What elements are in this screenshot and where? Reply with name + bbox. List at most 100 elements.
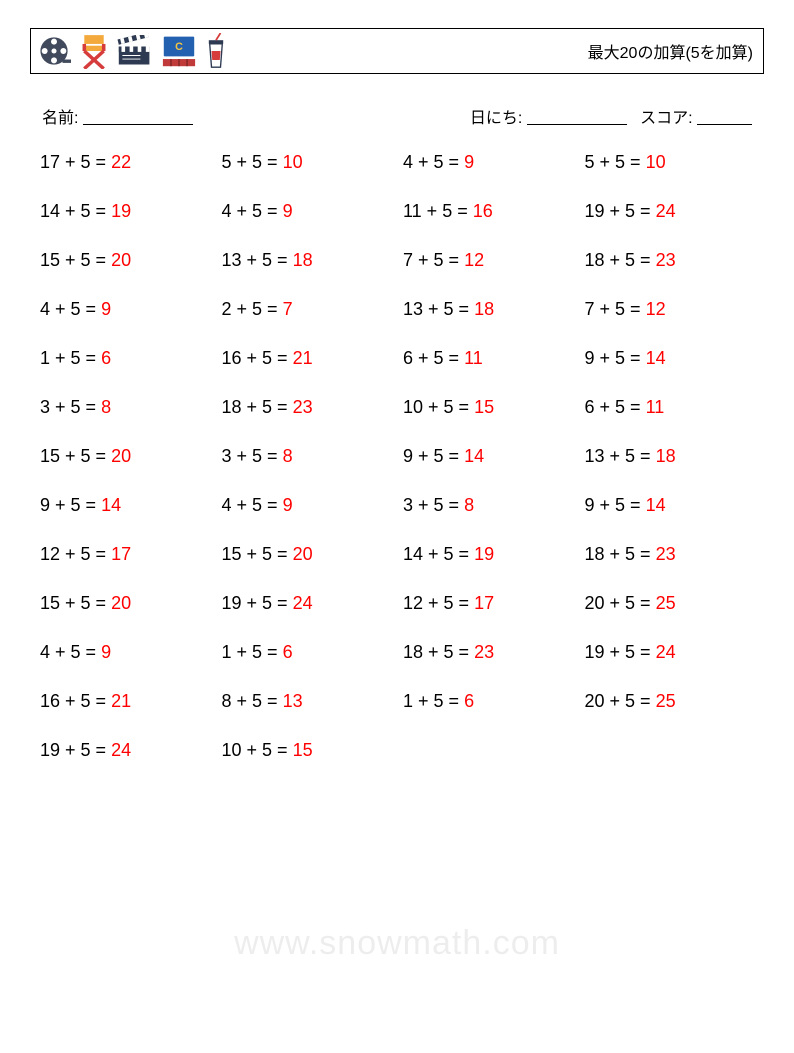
problem-answer: 8 bbox=[464, 495, 474, 515]
problem-cell: 8 + 5 = 13 bbox=[222, 691, 392, 712]
problem-answer: 17 bbox=[111, 544, 131, 564]
problem-cell: 1 + 5 = 6 bbox=[222, 642, 392, 663]
problem-cell: 7 + 5 = 12 bbox=[403, 250, 573, 271]
score-label: スコア: bbox=[640, 110, 692, 127]
problem-expression: 2 + 5 = bbox=[222, 299, 283, 319]
problem-cell: 4 + 5 = 9 bbox=[40, 642, 210, 663]
problem-cell: 2 + 5 = 7 bbox=[222, 299, 392, 320]
problem-answer: 13 bbox=[283, 691, 303, 711]
problem-answer: 18 bbox=[293, 250, 313, 270]
header-box: C 最大20の加算(5を加算) bbox=[30, 28, 764, 74]
problem-answer: 9 bbox=[101, 642, 111, 662]
problem-expression: 4 + 5 = bbox=[222, 495, 283, 515]
date-label: 日にち: bbox=[470, 110, 522, 127]
problem-expression: 12 + 5 = bbox=[40, 544, 111, 564]
problem-expression: 14 + 5 = bbox=[403, 544, 474, 564]
clapperboard-icon bbox=[117, 35, 153, 67]
problem-expression: 15 + 5 = bbox=[222, 544, 293, 564]
problem-cell: 19 + 5 = 24 bbox=[40, 740, 210, 761]
problem-cell: 13 + 5 = 18 bbox=[222, 250, 392, 271]
problem-expression: 10 + 5 = bbox=[403, 397, 474, 417]
problem-cell: 12 + 5 = 17 bbox=[40, 544, 210, 565]
problem-expression: 3 + 5 = bbox=[403, 495, 464, 515]
problem-answer: 15 bbox=[474, 397, 494, 417]
problem-answer: 20 bbox=[111, 593, 131, 613]
problem-answer: 15 bbox=[293, 740, 313, 760]
problem-cell: 13 + 5 = 18 bbox=[403, 299, 573, 320]
problem-answer: 23 bbox=[293, 397, 313, 417]
problem-expression: 20 + 5 = bbox=[585, 691, 656, 711]
problem-expression: 4 + 5 = bbox=[40, 299, 101, 319]
problem-answer: 10 bbox=[646, 152, 666, 172]
problem-expression: 13 + 5 = bbox=[403, 299, 474, 319]
name-blank[interactable] bbox=[83, 109, 193, 125]
problem-answer: 10 bbox=[283, 152, 303, 172]
problem-cell: 3 + 5 = 8 bbox=[403, 495, 573, 516]
problem-cell: 20 + 5 = 25 bbox=[585, 593, 755, 614]
problem-expression: 7 + 5 = bbox=[585, 299, 646, 319]
problem-cell: 9 + 5 = 14 bbox=[585, 348, 755, 369]
problem-expression: 5 + 5 = bbox=[585, 152, 646, 172]
problem-expression: 19 + 5 = bbox=[585, 642, 656, 662]
problem-answer: 24 bbox=[293, 593, 313, 613]
problem-cell: 7 + 5 = 12 bbox=[585, 299, 755, 320]
problem-answer: 18 bbox=[474, 299, 494, 319]
problem-cell: 15 + 5 = 20 bbox=[40, 250, 210, 271]
problem-answer: 24 bbox=[656, 201, 676, 221]
problem-expression: 18 + 5 = bbox=[222, 397, 293, 417]
problem-cell: 9 + 5 = 14 bbox=[403, 446, 573, 467]
score-blank[interactable] bbox=[697, 109, 752, 125]
problem-answer: 25 bbox=[656, 593, 676, 613]
problem-expression: 3 + 5 = bbox=[40, 397, 101, 417]
problem-answer: 25 bbox=[656, 691, 676, 711]
problem-answer: 6 bbox=[283, 642, 293, 662]
problem-cell: 4 + 5 = 9 bbox=[403, 152, 573, 173]
problem-cell: 18 + 5 = 23 bbox=[585, 250, 755, 271]
problem-expression: 3 + 5 = bbox=[222, 446, 283, 466]
problem-cell: 14 + 5 = 19 bbox=[403, 544, 573, 565]
problem-cell: 18 + 5 = 23 bbox=[222, 397, 392, 418]
soda-cup-icon bbox=[205, 33, 227, 69]
problem-expression: 4 + 5 = bbox=[403, 152, 464, 172]
worksheet-page: C 最大20の加算(5を加算) 名前: 日にち: スコア: bbox=[0, 0, 794, 761]
problem-expression: 13 + 5 = bbox=[222, 250, 293, 270]
problem-cell: 15 + 5 = 20 bbox=[222, 544, 392, 565]
problem-answer: 19 bbox=[474, 544, 494, 564]
problem-cell: 4 + 5 = 9 bbox=[222, 201, 392, 222]
problem-cell: 9 + 5 = 14 bbox=[40, 495, 210, 516]
problem-cell: 13 + 5 = 18 bbox=[585, 446, 755, 467]
problem-answer: 9 bbox=[464, 152, 474, 172]
date-blank[interactable] bbox=[527, 109, 627, 125]
problem-answer: 20 bbox=[111, 446, 131, 466]
date-score-field: 日にち: スコア: bbox=[470, 104, 752, 128]
problem-answer: 11 bbox=[646, 397, 665, 417]
problem-expression: 15 + 5 = bbox=[40, 593, 111, 613]
problem-cell: 5 + 5 = 10 bbox=[585, 152, 755, 173]
problem-answer: 19 bbox=[111, 201, 131, 221]
problem-cell: 6 + 5 = 11 bbox=[403, 348, 573, 369]
header-icons: C bbox=[37, 33, 227, 69]
problem-answer: 9 bbox=[101, 299, 111, 319]
name-label: 名前: bbox=[42, 110, 78, 127]
problem-expression: 18 + 5 = bbox=[585, 544, 656, 564]
problem-cell: 19 + 5 = 24 bbox=[585, 642, 755, 663]
problem-expression: 19 + 5 = bbox=[40, 740, 111, 760]
problem-cell: 20 + 5 = 25 bbox=[585, 691, 755, 712]
problem-cell: 15 + 5 = 20 bbox=[40, 593, 210, 614]
problem-answer: 17 bbox=[474, 593, 494, 613]
problem-answer: 11 bbox=[464, 348, 483, 368]
problem-answer: 14 bbox=[101, 495, 121, 515]
problem-answer: 22 bbox=[111, 152, 131, 172]
problem-expression: 13 + 5 = bbox=[585, 446, 656, 466]
problem-expression: 4 + 5 = bbox=[222, 201, 283, 221]
problem-expression: 19 + 5 = bbox=[222, 593, 293, 613]
problem-answer: 12 bbox=[646, 299, 666, 319]
problem-answer: 7 bbox=[283, 299, 293, 319]
problem-expression: 9 + 5 = bbox=[585, 348, 646, 368]
problem-expression: 17 + 5 = bbox=[40, 152, 111, 172]
problem-cell: 15 + 5 = 20 bbox=[40, 446, 210, 467]
problem-expression: 4 + 5 = bbox=[40, 642, 101, 662]
problem-expression: 6 + 5 = bbox=[403, 348, 464, 368]
problem-expression: 8 + 5 = bbox=[222, 691, 283, 711]
problem-expression: 6 + 5 = bbox=[585, 397, 646, 417]
